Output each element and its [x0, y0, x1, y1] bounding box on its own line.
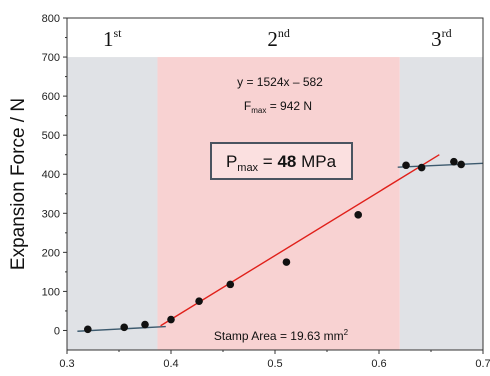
data-point-10	[417, 163, 426, 172]
stamp-area-exponent: 2	[344, 328, 349, 337]
y-tick-label: 200	[42, 247, 60, 259]
pmax-unit: MPa	[296, 152, 336, 171]
data-point-12	[457, 160, 465, 169]
stamp-area-annotation: Stamp Area = 19.63 mm2	[214, 328, 349, 343]
stage-label-3: 3rd	[431, 26, 452, 51]
x-tick-label: 0.6	[371, 358, 386, 370]
data-point-1	[84, 325, 92, 334]
fmax-annotation: Fmax = 942 N	[244, 99, 312, 115]
x-tick-label: 0.3	[59, 358, 74, 370]
fit-line-3	[397, 162, 484, 168]
data-point-7	[282, 258, 291, 266]
data-point-6	[226, 280, 235, 289]
y-axis-ticks: 0 100 200 300 400 500 600 700 800	[42, 13, 67, 337]
stage-number: 1	[103, 27, 114, 51]
pmax-value: 48	[277, 152, 296, 171]
pmax-prefix: P	[226, 152, 237, 171]
stage-ordinal-suffix: st	[113, 26, 122, 40]
x-tick-label: 0.4	[163, 358, 178, 370]
stage-labels: 1st 2nd 3rd	[103, 26, 452, 51]
y-tick-label: 100	[42, 286, 60, 298]
x-tick-label: 0.5	[267, 358, 282, 370]
y-tick-label: 300	[42, 208, 60, 220]
stage-label-2: 2nd	[267, 26, 290, 51]
y-tick-label: 400	[42, 169, 60, 181]
pmax-subscript: max	[237, 162, 258, 174]
data-point-3	[141, 320, 149, 329]
x-axis-ticks: 0.3 0.4 0.5 0.6 0.7	[59, 350, 490, 370]
stage-ordinal-suffix: rd	[442, 26, 452, 40]
fmax-value: = 942 N	[266, 99, 312, 113]
stage-number: 3	[431, 27, 442, 51]
fmax-prefix: F	[244, 99, 251, 113]
data-points	[84, 157, 465, 334]
stage-number: 2	[267, 27, 278, 51]
y-tick-label: 800	[42, 13, 60, 25]
y-axis-label: Expansion Force / N	[8, 98, 29, 270]
fit-line-2	[160, 154, 440, 327]
pmax-box	[210, 142, 353, 180]
data-point-4	[167, 315, 175, 324]
y-tick-label: 500	[42, 130, 60, 142]
data-point-2	[120, 323, 128, 332]
stage-label-1: 1st	[103, 26, 122, 51]
x-tick-label: 0.7	[475, 358, 490, 370]
data-point-11	[450, 157, 458, 166]
region-3	[399, 57, 483, 350]
stage-ordinal-suffix: nd	[278, 26, 290, 40]
data-point-9	[402, 161, 410, 170]
data-point-5	[195, 297, 203, 305]
stamp-area-text: Stamp Area = 19.63 mm	[214, 329, 344, 343]
fit-equation: y = 1524x – 582	[237, 75, 323, 89]
data-point-8	[354, 211, 363, 219]
pmax-equals: =	[258, 152, 277, 171]
region-1	[67, 57, 158, 350]
y-tick-label: 700	[42, 52, 60, 64]
y-tick-label: 0	[54, 325, 60, 337]
fmax-subscript: max	[251, 106, 266, 115]
pmax-annotation: Pmax = 48 MPa	[226, 152, 337, 174]
y-tick-label: 600	[42, 91, 60, 103]
